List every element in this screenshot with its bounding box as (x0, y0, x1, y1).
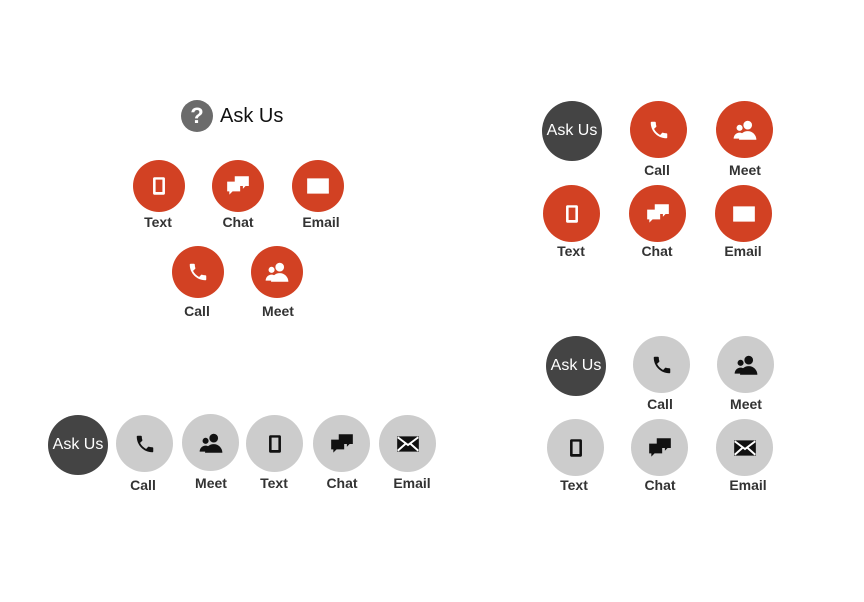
chat-label: Chat (222, 214, 254, 230)
call-label: Call (647, 396, 673, 412)
chat-button[interactable] (631, 419, 688, 476)
phone-icon (651, 354, 673, 376)
ask-us-header: ? Ask Us (181, 100, 283, 132)
phone-icon (187, 261, 209, 283)
meet-label: Meet (262, 303, 294, 319)
chat-label: Chat (644, 477, 676, 493)
chat-button[interactable] (212, 160, 264, 212)
email-label: Email (302, 214, 340, 230)
ask-us-button[interactable]: Ask Us (542, 101, 602, 161)
ask-us-button[interactable]: Ask Us (48, 415, 108, 475)
text-label: Text (560, 477, 588, 493)
ask-us-button[interactable]: Ask Us (546, 336, 606, 396)
email-label: Email (724, 243, 762, 259)
text-button[interactable] (543, 185, 600, 242)
mobile-phone-icon (565, 437, 587, 459)
meet-button[interactable] (182, 414, 239, 471)
mobile-phone-icon (264, 433, 286, 455)
meet-label: Meet (195, 475, 227, 491)
meet-people-icon (732, 117, 758, 143)
phone-icon (648, 119, 670, 141)
email-label: Email (729, 477, 767, 493)
email-button[interactable] (292, 160, 344, 212)
chat-bubbles-icon (329, 431, 355, 457)
email-button[interactable] (379, 415, 436, 472)
call-label: Call (130, 477, 156, 493)
call-label: Call (184, 303, 210, 319)
chat-label: Chat (641, 243, 673, 259)
ask-us-label: Ask Us (52, 436, 104, 453)
ask-us-title: Ask Us (220, 104, 284, 127)
chat-button[interactable] (629, 185, 686, 242)
meet-people-icon (264, 259, 290, 285)
meet-people-icon (733, 352, 759, 378)
call-label: Call (644, 162, 670, 178)
phone-icon (134, 433, 156, 455)
chat-bubbles-icon (647, 435, 673, 461)
meet-button[interactable] (717, 336, 774, 393)
email-button[interactable] (716, 419, 773, 476)
envelope-icon (732, 435, 758, 461)
chat-bubbles-icon (645, 201, 671, 227)
envelope-icon (395, 431, 421, 457)
question-mark-icon: ? (181, 100, 213, 132)
text-button[interactable] (246, 415, 303, 472)
call-button[interactable] (633, 336, 690, 393)
meet-label: Meet (730, 396, 762, 412)
ask-us-label: Ask Us (550, 357, 602, 374)
envelope-icon (731, 201, 757, 227)
text-label: Text (260, 475, 288, 491)
ask-us-label: Ask Us (546, 122, 598, 139)
email-label: Email (393, 475, 431, 491)
call-button[interactable] (172, 246, 224, 298)
envelope-icon (305, 173, 331, 199)
text-button[interactable] (133, 160, 185, 212)
mobile-phone-icon (148, 175, 170, 197)
text-label: Text (557, 243, 585, 259)
meet-label: Meet (729, 162, 761, 178)
meet-people-icon (198, 430, 224, 456)
call-button[interactable] (630, 101, 687, 158)
chat-button[interactable] (313, 415, 370, 472)
email-button[interactable] (715, 185, 772, 242)
chat-label: Chat (326, 475, 358, 491)
meet-button[interactable] (716, 101, 773, 158)
chat-bubbles-icon (225, 173, 251, 199)
text-label: Text (144, 214, 172, 230)
text-button[interactable] (547, 419, 604, 476)
mobile-phone-icon (561, 203, 583, 225)
meet-button[interactable] (251, 246, 303, 298)
call-button[interactable] (116, 415, 173, 472)
